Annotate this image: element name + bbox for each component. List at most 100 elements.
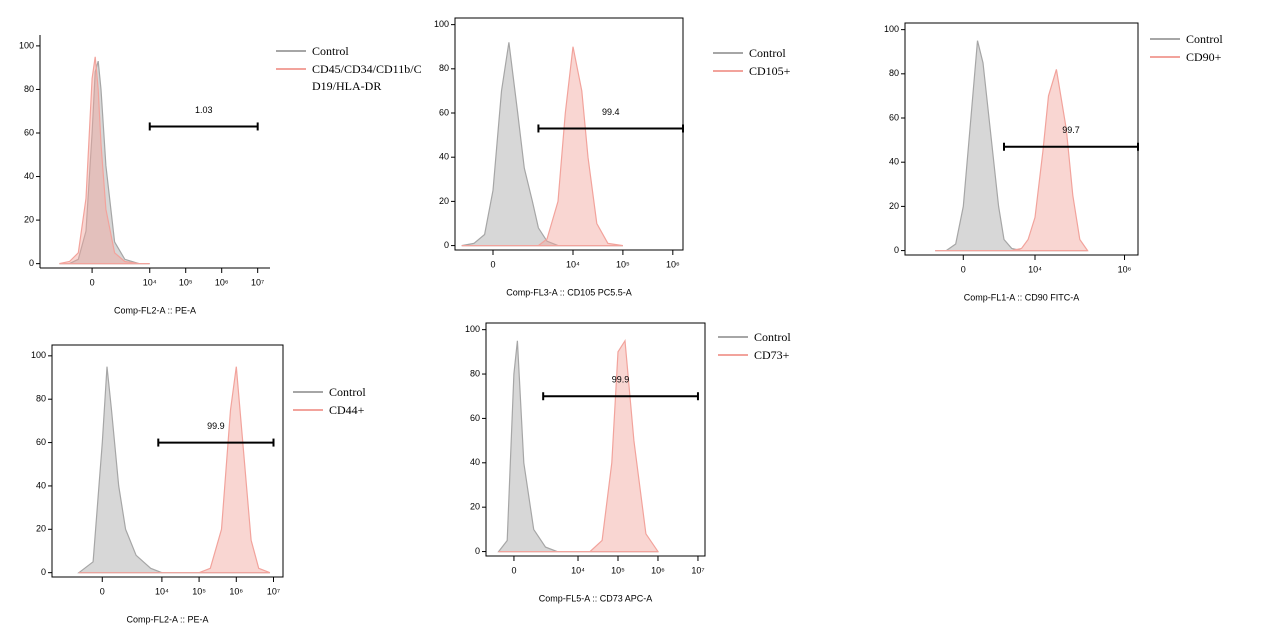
plot-frame <box>51 344 284 578</box>
x-tick-label: 10⁶ <box>215 277 229 287</box>
gate-label: 99.9 <box>612 375 630 385</box>
y-tick-label: 80 <box>889 68 899 78</box>
x-tick-label: 0 <box>100 586 105 596</box>
y-tick-label: 80 <box>24 84 34 94</box>
legend-swatch <box>713 70 743 72</box>
x-tick-label: 10⁷ <box>691 565 704 575</box>
x-tick-label: 0 <box>961 264 966 274</box>
x-tick-label: 10⁵ <box>611 565 625 575</box>
plot-frame <box>485 322 706 557</box>
legend-label: Control <box>749 46 786 60</box>
legend-swatch <box>713 52 743 54</box>
y-tick-label: 60 <box>24 127 34 137</box>
gate-label: 99.7 <box>1062 125 1080 135</box>
x-tick-label: 10⁴ <box>1028 264 1042 274</box>
x-tick-label: 10⁶ <box>1118 264 1132 274</box>
legend-item: Control <box>713 45 861 62</box>
x-axis-label: Comp-FL1-A :: CD90 FITC-A <box>964 292 1080 302</box>
y-tick-label: 80 <box>470 368 480 378</box>
histogram-area <box>498 338 660 553</box>
legend-item: CD73+ <box>718 347 866 364</box>
x-tick-label: 10⁴ <box>155 586 169 596</box>
y-tick-label: 100 <box>884 24 899 34</box>
x-tick-label: 10⁴ <box>566 259 580 269</box>
y-tick-label: 100 <box>465 324 480 334</box>
plot-frame <box>904 22 1139 256</box>
y-tick-label: 100 <box>31 350 46 360</box>
y-tick-label: 60 <box>439 107 449 117</box>
legend-label: Control <box>312 44 349 58</box>
legend: Control CD105+ <box>713 45 861 81</box>
y-tick-label: 40 <box>470 457 480 467</box>
legend-label: CD73+ <box>754 348 790 362</box>
y-tick-label: 0 <box>444 240 449 250</box>
histogram-area <box>78 366 271 574</box>
legend-swatch <box>1150 56 1180 58</box>
y-tick-label: 60 <box>470 413 480 423</box>
legend-label: CD44+ <box>329 403 365 417</box>
legend-swatch <box>718 336 748 338</box>
x-tick-label: 10⁷ <box>251 277 264 287</box>
y-tick-label: 0 <box>29 258 34 268</box>
x-axis-label: Comp-FL2-A :: PE-A <box>114 305 196 315</box>
y-tick-label: 100 <box>434 19 449 29</box>
x-tick-label: 10⁶ <box>651 565 665 575</box>
x-tick-label: 10⁶ <box>666 259 680 269</box>
y-tick-label: 40 <box>439 152 449 162</box>
legend-swatch <box>718 354 748 356</box>
legend-label: CD90+ <box>1186 50 1222 64</box>
x-tick-label: 10⁵ <box>192 586 206 596</box>
legend-label: Control <box>329 385 366 399</box>
x-tick-label: 0 <box>490 259 495 269</box>
legend-label: Control <box>754 330 791 344</box>
legend-item: CD44+ <box>293 402 441 419</box>
legend-item: Control <box>1150 31 1269 48</box>
gate-label: 99.9 <box>207 421 225 431</box>
x-tick-label: 10⁴ <box>571 565 585 575</box>
y-tick-label: 20 <box>24 214 34 224</box>
legend-swatch <box>293 409 323 411</box>
legend-item: Control <box>718 329 866 346</box>
legend-item: CD45/CD34/CD11b/CD19/HLA-DR <box>276 61 424 95</box>
legend: Control CD73+ <box>718 329 866 365</box>
legend-label: Control <box>1186 32 1223 46</box>
histogram-area <box>461 46 623 247</box>
x-tick-label: 10⁶ <box>229 586 243 596</box>
x-axis-label: Comp-FL2-A :: PE-A <box>126 614 208 624</box>
legend-item: CD105+ <box>713 63 861 80</box>
y-tick-label: 60 <box>36 437 46 447</box>
y-tick-label: 40 <box>24 171 34 181</box>
x-axis-label: Comp-FL3-A :: CD105 PC5.5-A <box>506 287 632 297</box>
y-tick-label: 40 <box>36 480 46 490</box>
legend-item: Control <box>293 384 441 401</box>
legend-swatch <box>276 68 306 70</box>
x-tick-label: 10⁵ <box>616 259 630 269</box>
legend-swatch <box>293 391 323 393</box>
x-tick-label: 0 <box>511 565 516 575</box>
legend: Control CD90+ <box>1150 31 1269 67</box>
x-tick-label: 10⁵ <box>179 277 193 287</box>
legend-swatch <box>1150 38 1180 40</box>
y-tick-label: 80 <box>36 394 46 404</box>
y-tick-label: 80 <box>439 63 449 73</box>
gate-label: 1.03 <box>195 105 213 115</box>
legend-label: CD105+ <box>749 64 791 78</box>
y-tick-label: 40 <box>889 157 899 167</box>
x-tick-label: 10⁴ <box>143 277 157 287</box>
histogram-area <box>461 42 623 247</box>
gate-label: 99.4 <box>602 107 620 117</box>
x-axis-label: Comp-FL5-A :: CD73 APC-A <box>539 593 653 603</box>
legend-label: CD45/CD34/CD11b/CD19/HLA-DR <box>312 62 422 93</box>
y-tick-label: 0 <box>894 245 899 255</box>
histogram-area <box>935 69 1089 252</box>
legend-item: CD90+ <box>1150 49 1269 66</box>
legend-item: Control <box>276 43 424 60</box>
histogram-area <box>59 56 150 265</box>
y-tick-label: 100 <box>19 40 34 50</box>
legend-swatch <box>276 50 306 52</box>
y-tick-label: 20 <box>470 502 480 512</box>
y-tick-label: 20 <box>889 201 899 211</box>
x-tick-label: 0 <box>90 277 95 287</box>
